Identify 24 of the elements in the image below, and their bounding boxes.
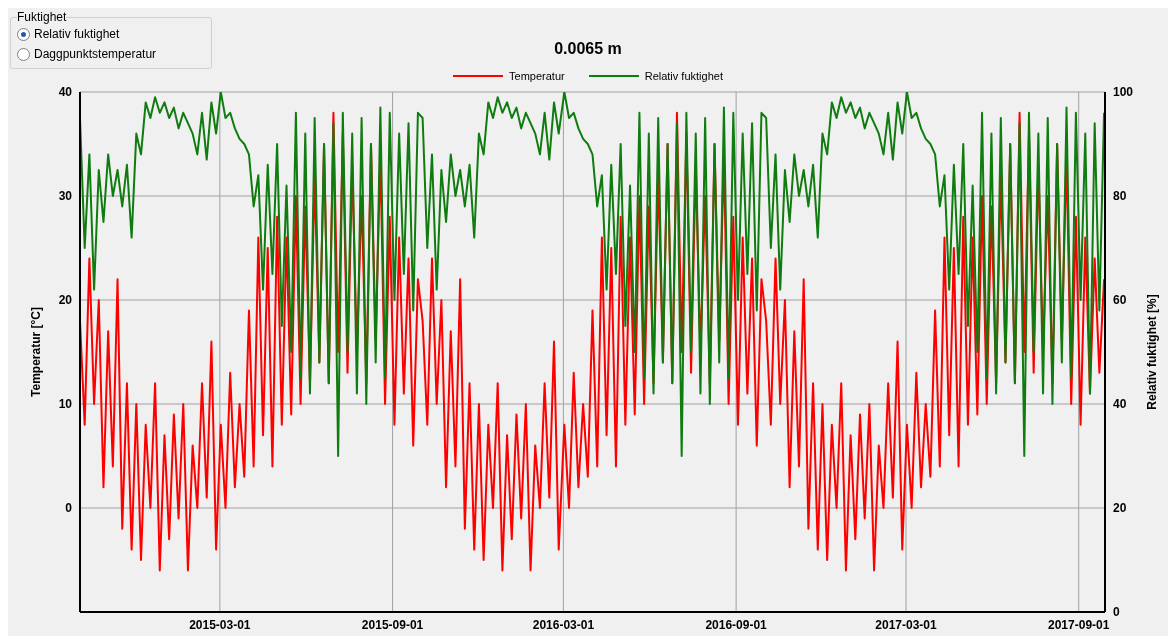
y-tick-label: 10 [58,397,73,412]
x-tick-label: 2015-03-01 [189,617,251,632]
y2-axis-title: Relativ fuktighet [%] [1145,294,1160,410]
line-series [80,92,1105,457]
y-axis-title: Temperatur [°C] [29,307,44,397]
x-tick-label: 2016-09-01 [705,617,768,632]
option-panel: Fuktighet Relativ fuktighet Daggpunktstemperatur [10,10,212,69]
y2-tick-label: 0 [1113,605,1120,620]
y2-tick-label: 80 [1113,189,1127,204]
x-tick-label: 2016-03-01 [532,617,595,632]
y-tick-label: 40 [58,85,73,100]
y2-tick-label: 20 [1113,501,1127,516]
y2-tick-label: 60 [1113,293,1127,308]
x-tick-label: 2017-09-01 [1048,617,1110,632]
y-tick-label: 20 [58,293,73,308]
y-tick-label: 30 [58,189,73,204]
y2-tick-label: 40 [1113,397,1127,412]
chart-title: 0.0065 m [554,40,622,57]
legend-label: Temperatur [509,70,565,82]
legend-label: Relativ fuktighet [644,70,723,82]
x-tick-label: 2017-03-01 [875,617,938,632]
x-tick-label: 2015-09-01 [361,617,424,632]
y2-tick-label: 100 [1113,85,1134,100]
y-tick-label: 0 [65,501,73,516]
